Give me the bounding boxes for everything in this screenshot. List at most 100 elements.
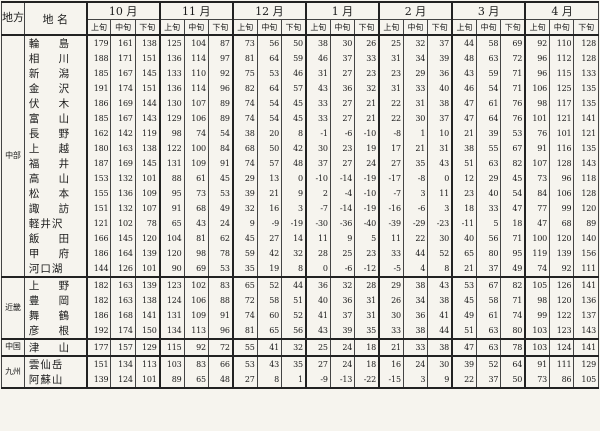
month-header: 12 月 [231,1,307,20]
value-cell: 32 [402,34,429,51]
value-cell: 54 [256,111,283,126]
value-cell: 27 [329,96,356,111]
value-cell: 131 [158,156,185,171]
value-cell: 59 [280,51,307,66]
table-row: 軽井沢 121 102 78 65 43 24 9 -9 -19 -30 -36 -40 -39 -29 -2… [2,216,599,231]
value-cell: 24 [207,216,234,231]
value-cell: 32 [329,276,356,293]
value-cell: 47 [451,338,477,356]
value-cell: 100 [183,141,209,156]
value-cell: 145 [134,66,161,81]
value-cell: 31 [427,141,453,156]
value-cell: 89 [158,372,185,389]
value-cell: 36 [304,276,331,293]
value-cell: 49 [500,261,526,277]
period-header-row: 上旬 中旬 下旬 上旬 中旬 下旬 上旬 中旬 下旬 上旬 中旬 下旬 上旬 中旬 下旬 上旬 中旬 下旬 上旬 中旬… [2,19,599,36]
value-cell: 27 [256,231,283,246]
table-row: 舞 鶴 186 168 141 131 109 91 74 60 52 41 37 31 30 36 41 49… [2,308,599,323]
value-cell: 76 [500,111,526,126]
value-cell: 8 [256,372,283,389]
value-cell: 168 [110,308,136,323]
value-cell: 43 [183,216,209,231]
value-cell: 95 [158,186,185,201]
value-cell: -6 [329,126,356,141]
value-cell: 105 [573,372,599,389]
value-cell: 139 [134,246,161,261]
value-cell: 167 [110,66,136,81]
value-cell: -5 [377,261,404,277]
value-cell: 20 [256,126,283,141]
table-row: 河口湖 144 126 101 90 69 53 35 19 8 0 -6 -12 -5 4 8 21 37 49 7… [2,261,599,277]
value-cell: 55 [475,141,502,156]
period-header: 中旬 [549,19,575,36]
value-cell: 62 [207,231,234,246]
value-cell: 45 [500,171,526,186]
value-cell: 0 [304,261,331,277]
value-cell: 54 [500,186,526,201]
value-cell: -29 [402,216,429,231]
value-cell: 73 [524,171,551,186]
value-cell: 52 [280,308,307,323]
value-cell: 125 [158,34,185,51]
value-cell: -6 [402,201,429,216]
value-cell: 103 [524,323,551,339]
value-cell: 174 [110,81,136,96]
value-cell: 32 [280,246,307,261]
value-cell: 185 [85,66,112,81]
value-cell: -11 [451,216,477,231]
value-cell: 129 [158,111,185,126]
value-cell: 164 [110,246,136,261]
value-cell: 42 [280,141,307,156]
value-cell: 61 [183,171,209,186]
value-cell: 92 [207,66,234,81]
value-cell: 63 [475,51,502,66]
value-cell: -7 [377,186,404,201]
value-cell: 96 [524,51,551,66]
value-cell: 169 [110,96,136,111]
value-cell: 37 [329,308,356,323]
value-cell: 74 [500,308,526,323]
value-cell: 177 [85,338,112,356]
value-cell: 40 [304,293,331,308]
period-header: 上旬 [158,19,185,36]
value-cell: 95 [500,246,526,261]
value-cell: 74 [231,111,258,126]
value-cell: -15 [377,372,404,389]
region-header: 地方 [1,1,25,36]
value-cell: 36 [329,293,356,308]
value-cell: 99 [524,308,551,323]
value-cell: 157 [110,338,136,356]
value-cell: 64 [475,111,502,126]
value-cell: 129 [573,355,599,372]
value-cell: 58 [256,293,283,308]
value-cell: 29 [377,276,404,293]
value-cell: 129 [134,338,161,356]
value-cell: 71 [500,231,526,246]
value-cell: 156 [573,246,599,261]
value-cell: 88 [207,293,234,308]
value-cell: 87 [207,34,234,51]
value-cell: 38 [402,276,429,293]
value-cell: 187 [85,156,112,171]
value-cell: 31 [304,66,331,81]
table-row: 相 川 188 171 151 136 114 97 81 64 59 46 37 33 31 34 39 48… [2,51,599,66]
value-cell: 40 [451,231,477,246]
period-header: 中旬 [183,19,209,36]
value-cell: 174 [110,323,136,339]
value-cell: 163 [110,276,136,293]
value-cell: 42 [256,246,283,261]
name-header: 地 名 [23,1,88,36]
value-cell: 106 [183,111,209,126]
period-header: 上旬 [377,19,404,36]
station-name: 上 野 [23,276,88,293]
value-cell: 18 [354,355,380,372]
value-cell: 38 [427,293,453,308]
value-cell: 123 [549,323,575,339]
value-cell: 45 [451,293,477,308]
station-name: 伏 木 [23,96,88,111]
value-cell: 11 [304,231,331,246]
value-cell: 25 [329,246,356,261]
value-cell: 27 [329,66,356,81]
value-cell: 143 [134,111,161,126]
